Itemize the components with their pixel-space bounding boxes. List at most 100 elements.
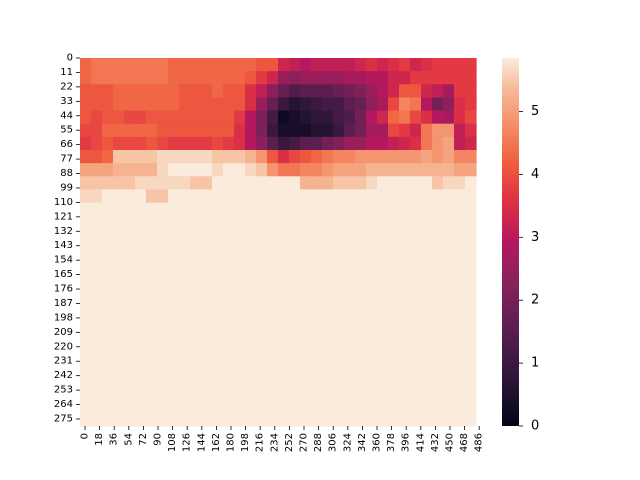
heatmap-cell xyxy=(344,320,356,335)
heatmap-cell xyxy=(399,176,411,191)
heatmap-cell xyxy=(201,136,213,151)
heatmap-cell xyxy=(124,176,136,191)
heatmap-cell xyxy=(234,347,246,361)
heatmap-cell xyxy=(278,176,290,191)
heatmap-cell xyxy=(124,189,136,204)
heatmap-cell xyxy=(146,294,158,309)
heatmap-cell xyxy=(344,242,356,256)
heatmap-cell xyxy=(113,242,125,256)
heatmap-cell xyxy=(168,110,180,125)
heatmap-cell xyxy=(432,242,444,256)
heatmap-cell xyxy=(201,110,213,125)
heatmap-cell xyxy=(124,281,136,296)
heatmap-cell xyxy=(267,136,279,151)
heatmap-cell xyxy=(157,97,169,112)
heatmap-cell xyxy=(223,281,235,296)
heatmap-cell xyxy=(102,373,114,388)
heatmap-cell xyxy=(377,281,389,296)
heatmap-cell xyxy=(201,58,213,72)
y-tick-label: 22 xyxy=(60,81,73,92)
heatmap-cell xyxy=(135,320,147,335)
heatmap-cell xyxy=(124,97,136,112)
heatmap-cell xyxy=(245,242,257,256)
x-tick-label: 360 xyxy=(372,433,383,452)
heatmap-cell xyxy=(80,58,92,72)
heatmap-cell xyxy=(278,399,290,414)
heatmap-cell xyxy=(399,150,411,164)
heatmap-cell xyxy=(333,399,345,414)
heatmap-cell xyxy=(366,150,378,164)
heatmap-cell xyxy=(245,255,257,269)
heatmap-cell xyxy=(146,386,158,401)
heatmap-cell xyxy=(311,255,323,269)
heatmap-cell xyxy=(355,58,367,72)
heatmap-cell xyxy=(201,163,213,177)
heatmap-cell xyxy=(388,136,400,151)
heatmap-cell xyxy=(80,176,92,191)
heatmap-cell xyxy=(102,136,114,151)
heatmap-cell xyxy=(322,176,334,191)
heatmap-cell xyxy=(124,123,136,138)
heatmap-cell xyxy=(80,110,92,125)
heatmap-cell xyxy=(223,360,235,375)
heatmap-cell xyxy=(212,58,224,72)
heatmap-cell xyxy=(146,123,158,138)
heatmap-cell xyxy=(421,71,433,85)
heatmap-cell xyxy=(102,255,114,269)
heatmap-cell xyxy=(168,123,180,138)
heatmap-cell xyxy=(124,373,136,388)
heatmap-cell xyxy=(388,307,400,322)
heatmap-cell xyxy=(465,123,477,138)
heatmap-cell xyxy=(245,281,257,296)
heatmap-cell xyxy=(245,202,257,217)
heatmap-cell xyxy=(124,255,136,269)
heatmap-cell xyxy=(278,360,290,375)
heatmap-cell xyxy=(91,399,103,414)
heatmap-cell xyxy=(234,189,246,204)
heatmap-cell xyxy=(421,228,433,243)
heatmap-cell xyxy=(223,163,235,177)
colorbar-gradient xyxy=(502,58,519,426)
heatmap-cell xyxy=(289,360,301,375)
heatmap-cell xyxy=(157,294,169,309)
heatmap-cell xyxy=(388,386,400,401)
colorbar-ticks: 0 1 2 3 4 5 xyxy=(519,104,539,434)
heatmap-cell xyxy=(333,294,345,309)
heatmap-cell xyxy=(432,255,444,269)
heatmap-cell xyxy=(355,386,367,401)
heatmap-cell xyxy=(443,136,455,151)
heatmap-cell xyxy=(454,360,466,375)
heatmap-cell xyxy=(124,84,136,99)
heatmap-cell xyxy=(322,97,334,112)
heatmap-cell xyxy=(311,347,323,361)
heatmap-cell xyxy=(234,110,246,125)
heatmap-cell xyxy=(168,189,180,204)
heatmap-cell xyxy=(201,399,213,414)
heatmap-cell xyxy=(190,360,202,375)
heatmap-cell xyxy=(311,307,323,322)
heatmap-cell xyxy=(300,189,312,204)
heatmap-cell xyxy=(300,176,312,191)
heatmap-cell xyxy=(157,307,169,322)
heatmap-cell xyxy=(333,320,345,335)
heatmap-cell xyxy=(234,163,246,177)
heatmap-cell xyxy=(410,412,422,427)
heatmap-cell xyxy=(201,215,213,230)
heatmap-cell xyxy=(289,110,301,125)
heatmap-cell xyxy=(333,215,345,230)
heatmap-cell xyxy=(388,176,400,191)
heatmap-cell xyxy=(421,58,433,72)
heatmap-cell xyxy=(432,412,444,427)
heatmap-cell xyxy=(113,150,125,164)
heatmap-cell xyxy=(333,360,345,375)
heatmap-cell xyxy=(410,58,422,72)
heatmap-cell xyxy=(322,136,334,151)
heatmap-cell xyxy=(256,268,268,283)
heatmap-cell xyxy=(278,110,290,125)
heatmap-cell xyxy=(201,97,213,112)
heatmap-cell xyxy=(388,228,400,243)
heatmap-cell xyxy=(278,281,290,296)
heatmap-cell xyxy=(300,136,312,151)
heatmap-cell xyxy=(377,58,389,72)
heatmap-cell xyxy=(410,399,422,414)
